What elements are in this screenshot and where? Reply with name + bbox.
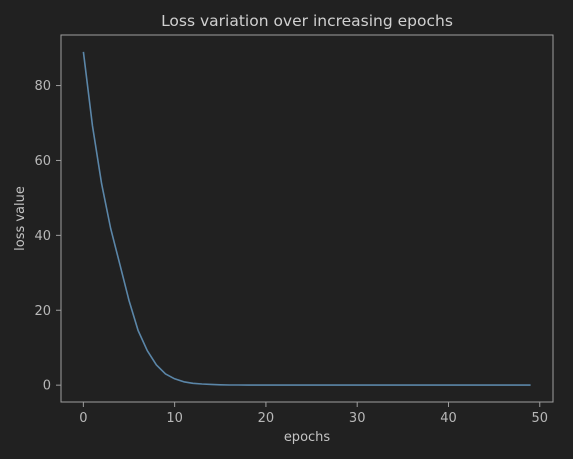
series-layer (82, 51, 531, 386)
y-tick-label: 20 (34, 304, 51, 319)
y-tick-label: 0 (43, 379, 51, 394)
loss-series-line (82, 51, 531, 386)
x-axis-label: epochs (284, 430, 331, 445)
x-tick-label: 30 (349, 411, 366, 426)
chart-title: Loss variation over increasing epochs (161, 12, 453, 30)
x-tick-label: 20 (258, 411, 275, 426)
x-tick-label: 10 (166, 411, 183, 426)
y-tick-label: 60 (34, 154, 51, 169)
y-axis: 0 20 40 60 80 (34, 79, 61, 394)
x-tick-label: 40 (440, 411, 457, 426)
y-tick-label: 80 (34, 79, 51, 94)
y-axis-label: loss value (13, 186, 28, 251)
plot-frame (60, 34, 554, 403)
x-tick-label: 50 (531, 411, 548, 426)
x-axis: 0 10 20 30 40 50 (79, 402, 548, 426)
x-tick-label: 0 (79, 411, 87, 426)
y-tick-label: 40 (34, 229, 51, 244)
